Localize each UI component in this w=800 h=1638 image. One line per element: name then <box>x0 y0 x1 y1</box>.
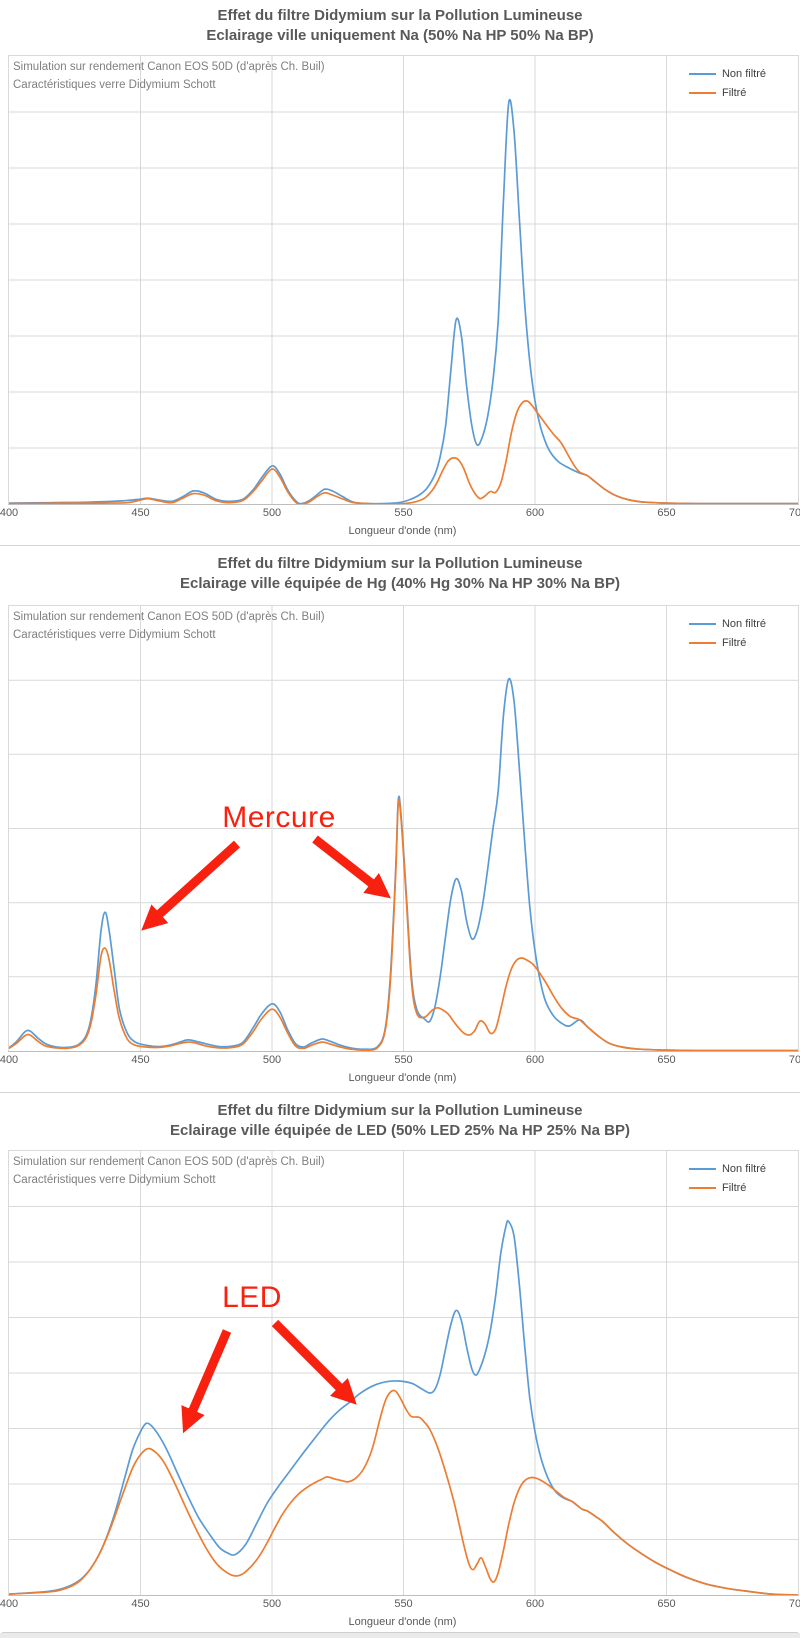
legend-item-filtre: Filtré <box>688 83 766 102</box>
note-line-1: Simulation sur rendement Canon EOS 50D (… <box>13 611 325 623</box>
legend: Non filtré Filtré <box>688 1159 766 1197</box>
legend-item-non-filtre: Non filtré <box>688 614 766 633</box>
x-tick-label: 500 <box>262 507 282 519</box>
bottom-edge-strip <box>0 1632 800 1638</box>
chart-divider-1 <box>0 545 800 546</box>
spectrum-plot <box>9 1151 798 1595</box>
x-tick-label: 550 <box>394 1054 413 1066</box>
curve-filtre <box>9 798 798 1051</box>
legend-line-icon <box>688 641 716 644</box>
legend-label: Filtré <box>721 86 747 99</box>
plot-note: Simulation sur rendement Canon EOS 50D (… <box>13 609 325 644</box>
x-axis-title: Longueur d'onde (nm) <box>348 525 457 537</box>
note-line-2: Caractéristiques verre Didymium Schott <box>13 1173 216 1186</box>
note-line-1: Simulation sur rendement Canon EOS 50D (… <box>13 1156 325 1168</box>
callout-arrow <box>271 1319 357 1405</box>
chart-led: Effet du filtre Didymium sur la Pollutio… <box>0 1093 800 1638</box>
x-tick-label: 400 <box>0 1598 19 1610</box>
chart-title-block: Effet du filtre Didymium sur la Pollutio… <box>0 6 800 46</box>
legend-line-icon <box>688 622 716 625</box>
plot-area: Simulation sur rendement Canon EOS 50D (… <box>8 605 799 1052</box>
x-axis-labels: 400 450 500 550 600 650 700 <box>0 1054 800 1068</box>
note-line-1: Simulation sur rendement Canon EOS 50D (… <box>13 61 325 73</box>
legend-label: Non filtré <box>721 617 766 630</box>
callout-mercure: Mercure <box>222 801 336 834</box>
curve-non-filtre <box>9 98 798 504</box>
chart-subtitle: Eclairage ville uniquement Na (50% Na HP… <box>206 27 594 44</box>
plot-note: Simulation sur rendement Canon EOS 50D (… <box>13 1154 325 1189</box>
x-tick-label: 650 <box>657 1598 676 1610</box>
legend: Non filtré Filtré <box>688 64 766 102</box>
curve-filtre <box>9 400 798 504</box>
x-tick-label: 550 <box>394 1598 413 1610</box>
legend-label: Filtré <box>721 1181 747 1194</box>
legend-item-non-filtre: Non filtré <box>688 64 766 83</box>
x-tick-label: 500 <box>262 1598 282 1610</box>
callout-arrow <box>312 835 391 899</box>
x-tick-label: 600 <box>525 1598 545 1610</box>
x-tick-label: 500 <box>262 1054 282 1066</box>
callout-arrow <box>141 840 241 931</box>
callout-led: LED <box>222 1281 282 1314</box>
x-tick-label: 600 <box>525 1054 545 1066</box>
legend-item-non-filtre: Non filtré <box>688 1159 766 1178</box>
legend-item-filtre: Filtré <box>688 1178 766 1197</box>
chart-title: Effet du filtre Didymium sur la Pollutio… <box>217 555 583 572</box>
chart-hg: Effet du filtre Didymium sur la Pollutio… <box>0 546 800 1093</box>
legend-line-icon <box>688 91 716 94</box>
note-line-2: Caractéristiques verre Didymium Schott <box>13 628 216 641</box>
spectrum-plot <box>9 606 798 1051</box>
plot-area: Simulation sur rendement Canon EOS 50D (… <box>8 55 799 505</box>
chart-subtitle: Eclairage ville équipée de LED (50% LED … <box>170 1122 630 1139</box>
legend-line-icon <box>688 1186 716 1189</box>
chart-title: Effet du filtre Didymium sur la Pollutio… <box>217 7 583 24</box>
chart-subtitle: Eclairage ville équipée de Hg (40% Hg 30… <box>180 575 620 592</box>
x-tick-label: 550 <box>394 507 413 519</box>
legend-line-icon <box>688 1167 716 1170</box>
plot-area: Simulation sur rendement Canon EOS 50D (… <box>8 1150 799 1596</box>
x-tick-label: 450 <box>131 1598 150 1610</box>
x-axis-title: Longueur d'onde (nm) <box>348 1616 457 1628</box>
x-tick-label: 400 <box>0 1054 19 1066</box>
chart-title: Effet du filtre Didymium sur la Pollutio… <box>217 1102 583 1119</box>
legend-item-filtre: Filtré <box>688 633 766 652</box>
x-tick-label: 650 <box>657 507 676 519</box>
x-tick-label: 450 <box>131 507 150 519</box>
spectrum-plot <box>9 56 798 504</box>
legend-label: Filtré <box>721 636 747 649</box>
x-axis-labels: 400 450 500 550 600 650 700 <box>0 507 800 521</box>
curve-filtre <box>9 1389 798 1595</box>
x-tick-label: 700 <box>788 507 800 519</box>
x-axis-labels: 400 450 500 550 600 650 700 <box>0 1598 800 1612</box>
chart-title-block: Effet du filtre Didymium sur la Pollutio… <box>0 554 800 594</box>
chart-divider-2 <box>0 1092 800 1093</box>
callout-arrow <box>181 1329 232 1434</box>
x-tick-label: 700 <box>788 1054 800 1066</box>
note-line-2: Caractéristiques verre Didymium Schott <box>13 78 216 91</box>
x-tick-label: 600 <box>525 507 545 519</box>
chart-na: Effet du filtre Didymium sur la Pollutio… <box>0 0 800 546</box>
legend: Non filtré Filtré <box>688 614 766 652</box>
x-tick-label: 450 <box>131 1054 150 1066</box>
x-tick-label: 700 <box>788 1598 800 1610</box>
legend-label: Non filtré <box>721 1162 766 1175</box>
x-tick-label: 650 <box>657 1054 676 1066</box>
chart-title-block: Effet du filtre Didymium sur la Pollutio… <box>0 1101 800 1141</box>
legend-label: Non filtré <box>721 67 766 80</box>
plot-note: Simulation sur rendement Canon EOS 50D (… <box>13 59 325 94</box>
legend-line-icon <box>688 72 716 75</box>
x-tick-label: 400 <box>0 507 19 519</box>
x-axis-title: Longueur d'onde (nm) <box>348 1072 457 1084</box>
